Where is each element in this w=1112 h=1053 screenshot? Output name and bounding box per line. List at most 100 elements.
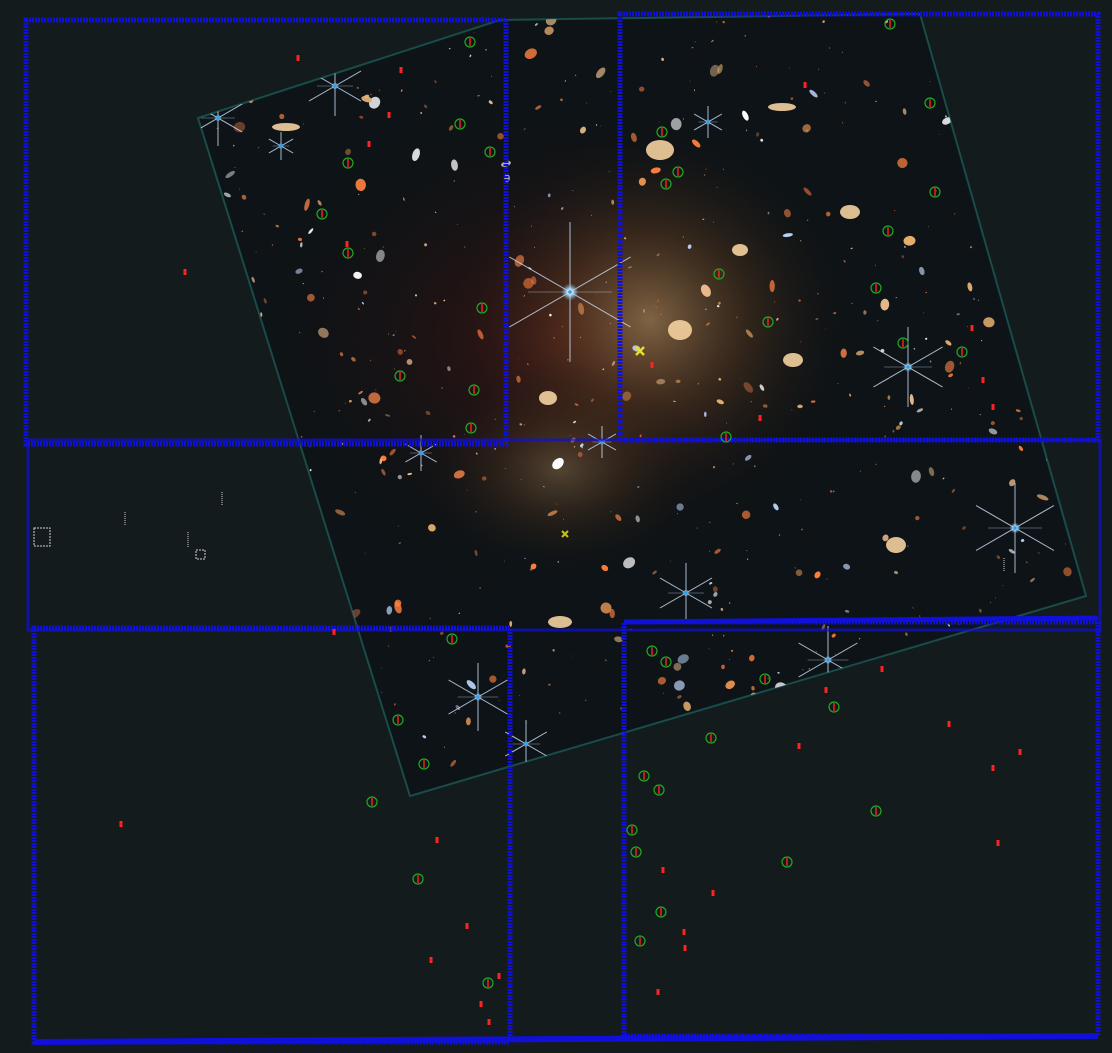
galaxy — [843, 260, 846, 263]
pointing-cross-primary[interactable] — [635, 346, 645, 356]
source-region-circle[interactable] — [634, 935, 646, 947]
source-region-circle[interactable] — [759, 673, 771, 685]
source-region-circle[interactable] — [342, 157, 354, 169]
source-region-circle[interactable] — [418, 758, 430, 770]
dashed-region-box[interactable] — [33, 527, 51, 547]
source-point-marker[interactable] — [991, 765, 995, 771]
source-point-marker[interactable] — [1018, 749, 1022, 755]
detector-footprint-top-left[interactable] — [23, 17, 509, 447]
source-region-circle[interactable] — [454, 118, 466, 130]
source-region-circle[interactable] — [660, 656, 672, 668]
source-point-marker[interactable] — [435, 837, 439, 843]
source-point-marker[interactable] — [970, 325, 974, 331]
pointing-cross-secondary[interactable] — [561, 530, 569, 538]
source-point-marker[interactable] — [682, 929, 686, 935]
source-region-circle[interactable] — [465, 422, 477, 434]
source-point-marker[interactable] — [332, 629, 336, 635]
source-point-marker[interactable] — [429, 957, 433, 963]
source-region-circle[interactable] — [316, 208, 328, 220]
source-point-marker[interactable] — [497, 973, 501, 979]
source-region-circle[interactable] — [653, 784, 665, 796]
source-region-circle[interactable] — [828, 701, 840, 713]
source-point-marker[interactable] — [387, 112, 391, 118]
source-region-circle[interactable] — [446, 633, 458, 645]
source-region-circle[interactable] — [884, 18, 896, 30]
source-region-circle[interactable] — [897, 337, 909, 349]
galaxy — [1036, 494, 1049, 501]
source-point-marker[interactable] — [991, 404, 995, 410]
source-point-marker[interactable] — [824, 687, 828, 693]
galaxy — [716, 186, 718, 188]
source-region-circle[interactable] — [781, 856, 793, 868]
source-region-circle[interactable] — [394, 370, 406, 382]
source-region-circle[interactable] — [672, 166, 684, 178]
source-point-marker[interactable] — [345, 241, 349, 247]
galaxy — [277, 682, 287, 694]
source-point-marker[interactable] — [996, 840, 1000, 846]
galaxy — [466, 717, 471, 726]
source-region-circle[interactable] — [762, 316, 774, 328]
source-point-marker[interactable] — [656, 989, 660, 995]
galaxy — [407, 33, 409, 35]
galaxy — [342, 642, 350, 648]
source-point-marker[interactable] — [981, 377, 985, 383]
source-region-circle[interactable] — [655, 906, 667, 918]
source-region-circle[interactable] — [412, 873, 424, 885]
source-region-circle[interactable] — [705, 732, 717, 744]
source-point-marker[interactable] — [399, 67, 403, 73]
source-region-circle[interactable] — [656, 126, 668, 138]
source-region-circle[interactable] — [476, 302, 488, 314]
source-point-marker[interactable] — [296, 55, 300, 61]
galaxy — [1026, 686, 1029, 689]
source-region-circle[interactable] — [626, 824, 638, 836]
source-region-circle[interactable] — [929, 186, 941, 198]
galaxy — [712, 634, 714, 636]
source-region-circle[interactable] — [870, 805, 882, 817]
source-point-marker[interactable] — [947, 721, 951, 727]
source-point-marker[interactable] — [479, 1001, 483, 1007]
source-region-circle[interactable] — [630, 846, 642, 858]
galaxy — [741, 510, 751, 520]
source-region-circle[interactable] — [882, 225, 894, 237]
source-region-circle[interactable] — [464, 36, 476, 48]
source-region-circle[interactable] — [720, 431, 732, 443]
source-region-circle[interactable] — [392, 714, 404, 726]
source-point-marker[interactable] — [487, 1019, 491, 1025]
source-region-circle[interactable] — [482, 977, 494, 989]
source-region-circle[interactable] — [870, 282, 882, 294]
source-region-circle[interactable] — [484, 146, 496, 158]
source-point-marker[interactable] — [119, 821, 123, 827]
source-region-circle[interactable] — [660, 178, 672, 190]
galaxy — [670, 560, 671, 562]
source-region-circle[interactable] — [956, 346, 968, 358]
galaxy — [1028, 47, 1038, 57]
source-point-marker[interactable] — [797, 743, 801, 749]
source-region-circle[interactable] — [468, 384, 480, 396]
galaxy — [863, 80, 870, 87]
source-point-marker[interactable] — [711, 890, 715, 896]
source-point-marker[interactable] — [367, 141, 371, 147]
detector-footprint-middle[interactable] — [26, 438, 1102, 632]
source-point-marker[interactable] — [661, 867, 665, 873]
source-point-marker[interactable] — [465, 923, 469, 929]
dashed-region-box[interactable] — [195, 549, 206, 560]
galaxy — [227, 715, 235, 723]
source-region-circle[interactable] — [342, 247, 354, 259]
source-region-circle[interactable] — [638, 770, 650, 782]
galaxy — [332, 689, 336, 694]
source-region-circle[interactable] — [366, 796, 378, 808]
source-point-marker[interactable] — [650, 362, 654, 368]
source-point-marker[interactable] — [683, 945, 687, 951]
source-point-marker[interactable] — [758, 415, 762, 421]
source-region-circle[interactable] — [646, 645, 658, 657]
source-point-marker[interactable] — [183, 269, 187, 275]
source-point-marker[interactable] — [803, 82, 807, 88]
galaxy — [358, 193, 360, 195]
source-region-circle[interactable] — [924, 97, 936, 109]
source-point-marker[interactable] — [880, 666, 884, 672]
galaxy — [973, 297, 975, 301]
source-region-circle[interactable] — [713, 268, 725, 280]
galaxy — [685, 742, 687, 744]
